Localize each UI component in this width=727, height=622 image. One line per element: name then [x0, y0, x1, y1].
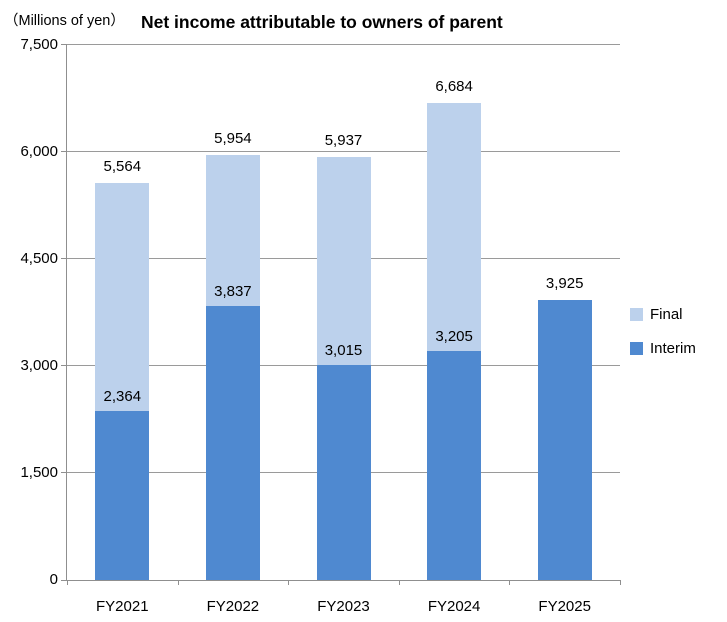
y-axis-tick-mark — [61, 44, 67, 45]
legend-item-interim: Interim — [630, 340, 696, 357]
bar-fy2025-interim-segment — [537, 300, 592, 580]
x-axis-tick-mark — [509, 580, 510, 585]
x-axis-label-fy2023: FY2023 — [317, 598, 370, 615]
bar-fy2023-final-segment — [316, 156, 371, 365]
y-axis-tick-mark — [61, 580, 67, 581]
y-axis-line — [66, 45, 67, 581]
label-fy2025-total: 3,925 — [545, 275, 584, 293]
bar-fy2024-interim-segment — [427, 351, 482, 580]
gridline-6,000 — [67, 151, 620, 152]
x-axis-label-fy2025: FY2025 — [538, 598, 591, 615]
label-fy2022-interim: 3,837 — [214, 283, 252, 301]
y-axis-tick-label: 4,500 — [20, 250, 58, 267]
bar-fy2022-interim-segment — [205, 306, 260, 580]
legend-label-final: Final — [650, 306, 683, 323]
gridline-7,500 — [67, 44, 620, 45]
y-axis-tick-label: 6,000 — [20, 143, 58, 160]
bar-fy2021-interim-segment — [95, 411, 150, 580]
axis-unit-label: （Millions of yen） — [4, 13, 125, 29]
y-axis-tick-label: 7,500 — [20, 36, 58, 53]
label-fy2022-total: 5,954 — [214, 130, 252, 148]
legend-swatch-final — [630, 308, 643, 321]
legend-label-interim: Interim — [650, 340, 696, 357]
y-axis-tick-label: 0 — [49, 571, 58, 588]
y-axis-tick-mark — [61, 472, 67, 473]
x-axis-tick-mark — [399, 580, 400, 585]
legend: Final Interim — [630, 306, 696, 374]
x-axis-label-fy2024: FY2024 — [427, 598, 481, 615]
label-fy2024-total: 6,684 — [435, 78, 473, 96]
bar-fy2024-final-segment — [427, 103, 482, 352]
legend-item-final: Final — [630, 306, 696, 323]
x-axis-tick-mark — [178, 580, 179, 585]
plot-area: 5,564 2,364 5,954 3,837 5,937 3,015 6,684 3,205… — [67, 44, 620, 581]
bar-fy2023-interim-segment — [316, 364, 371, 580]
label-fy2023-total: 5,937 — [324, 131, 363, 149]
x-axis-label-fy2021: FY2021 — [96, 598, 149, 615]
label-fy2024-interim: 3,205 — [435, 328, 473, 346]
gridline-0 — [67, 580, 620, 581]
label-fy2021-total: 5,564 — [103, 158, 142, 176]
y-axis-tick-label: 1,500 — [20, 464, 58, 481]
x-axis-tick-mark — [620, 580, 621, 585]
y-axis-tick-mark — [61, 151, 67, 152]
x-axis-label-fy2022: FY2022 — [206, 598, 260, 615]
bar-fy2021-final-segment — [95, 183, 150, 412]
y-axis-tick-mark — [61, 258, 67, 259]
y-axis-tick-label: 3,000 — [20, 357, 58, 374]
legend-swatch-interim — [630, 342, 643, 355]
y-axis-tick-mark — [61, 365, 67, 366]
x-axis-tick-mark — [288, 580, 289, 585]
label-fy2023-interim: 3,015 — [324, 341, 363, 359]
x-axis-tick-mark — [67, 580, 68, 585]
label-fy2021-interim: 2,364 — [103, 388, 142, 406]
chart-title: Net income attributable to owners of par… — [141, 12, 503, 32]
bar-fy2022-final-segment — [205, 155, 260, 307]
